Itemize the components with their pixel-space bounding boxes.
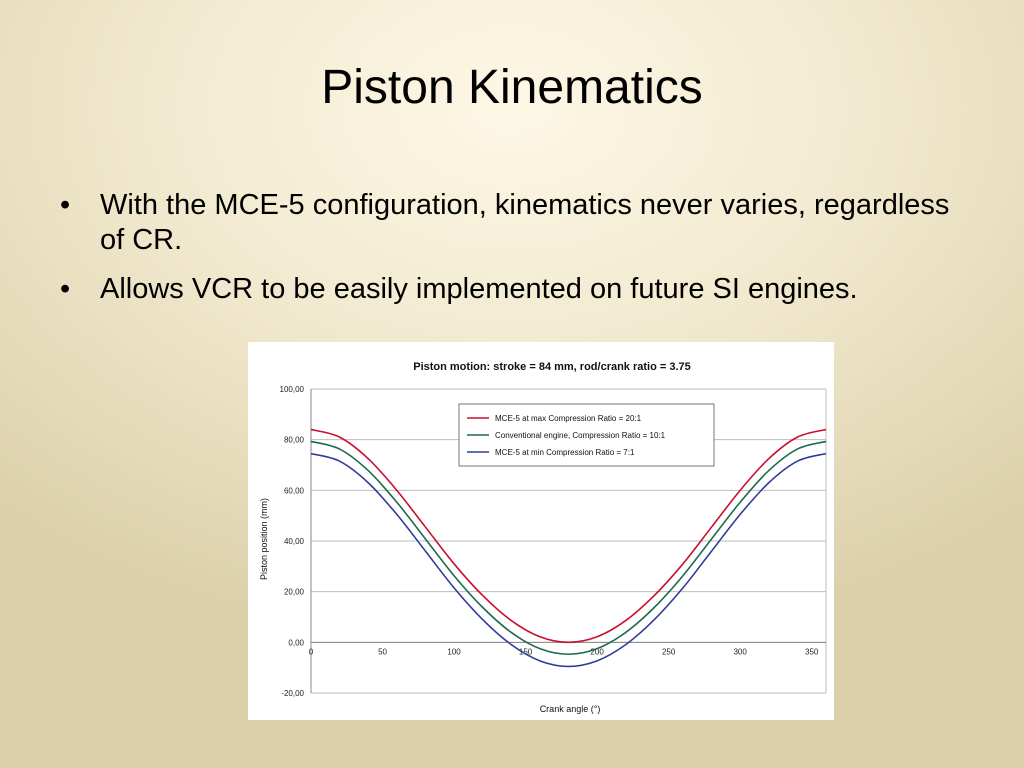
x-tick-label: 350 <box>805 647 819 656</box>
x-tick-label: 150 <box>519 647 533 656</box>
y-tick-label: 0,00 <box>288 638 304 647</box>
y-tick-label: 80,00 <box>284 436 305 445</box>
x-axis-label: Crank angle (°) <box>540 704 601 714</box>
legend-entry-2: Conventional engine, Compression Ratio =… <box>495 431 666 440</box>
y-tick-label: 100,00 <box>280 385 305 394</box>
series-line-3 <box>310 452 827 668</box>
series-line-1 <box>310 428 827 644</box>
x-tick-label: 50 <box>378 647 387 656</box>
y-axis-label: Piston position (mm) <box>259 498 269 580</box>
legend-entry-1: MCE-5 at max Compression Ratio = 20:1 <box>495 414 642 423</box>
slide-title: Piston Kinematics <box>321 61 703 114</box>
x-tick-label: 200 <box>590 647 604 656</box>
x-tick-label: 300 <box>733 647 747 656</box>
chart-title: Piston motion: stroke = 84 mm, rod/crank… <box>413 361 691 373</box>
legend-entry-3: MCE-5 at min Compression Ratio = 7:1 <box>495 448 635 457</box>
x-tick-label: 100 <box>447 647 461 656</box>
bullet-item: Allows VCR to be easily implemented on f… <box>60 272 960 307</box>
y-tick-label: 20,00 <box>284 588 305 597</box>
chart-svg: Piston motion: stroke = 84 mm, rod/crank… <box>259 361 827 714</box>
series-line-2 <box>310 440 827 656</box>
y-tick-label: -20,00 <box>281 689 304 698</box>
legend-box <box>458 403 715 467</box>
y-tick-label: 60,00 <box>284 486 305 495</box>
bullet-list: With the MCE-5 configuration, kinematics… <box>60 188 960 320</box>
bullet-item: With the MCE-5 configuration, kinematics… <box>60 188 960 258</box>
y-tick-label: 40,00 <box>284 537 305 546</box>
x-tick-label: 250 <box>662 647 676 656</box>
x-tick-label: 0 <box>309 647 314 656</box>
piston-motion-chart: Piston motion: stroke = 84 mm, rod/crank… <box>248 342 834 720</box>
